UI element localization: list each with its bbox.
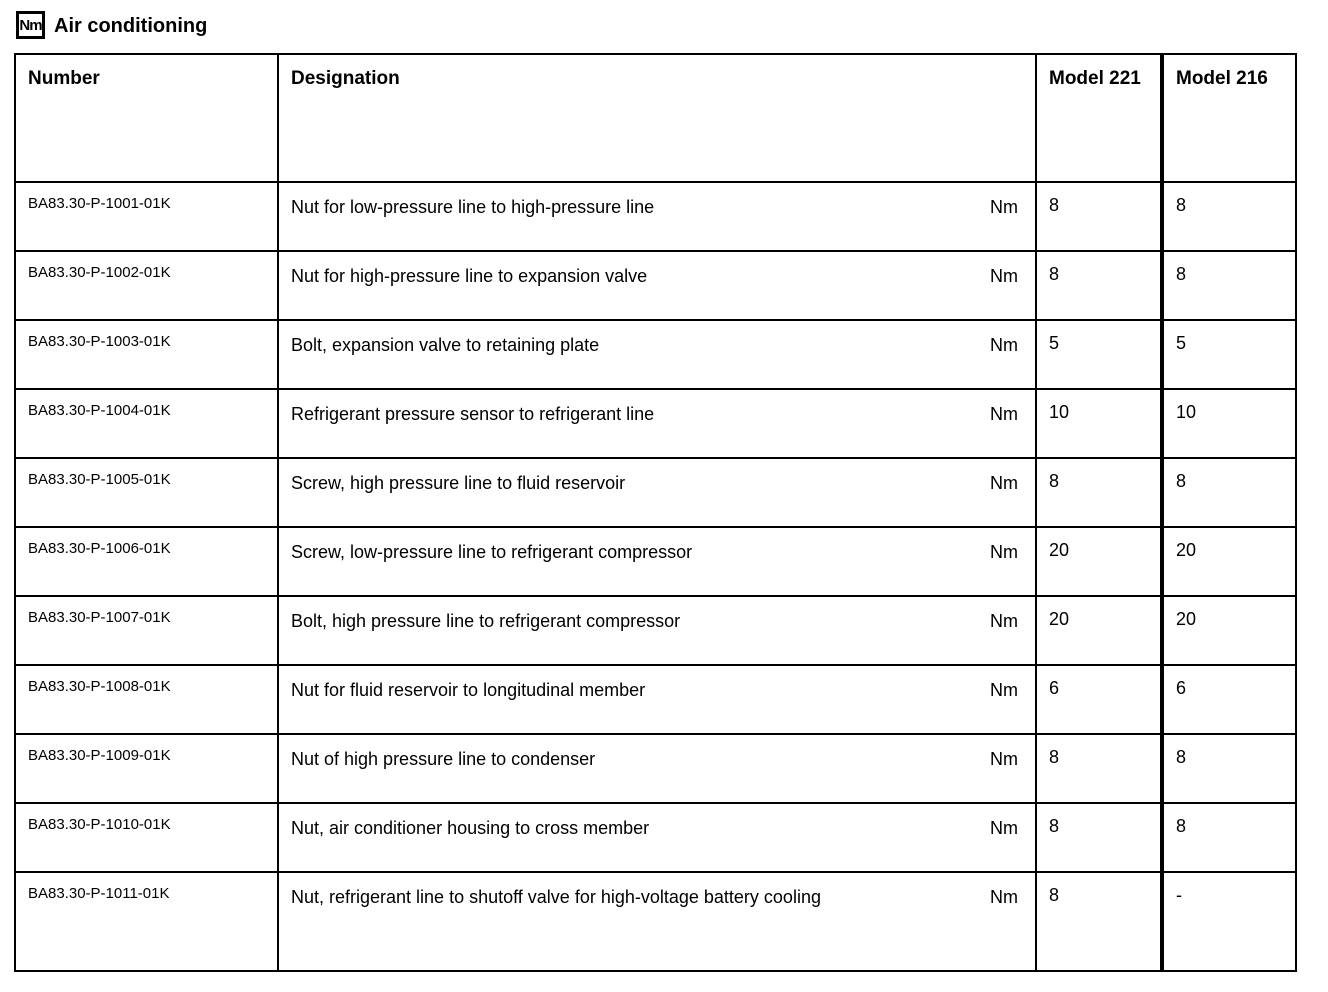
designation-cell: Screw, low-pressure line to refrigerant …	[277, 526, 1037, 597]
table-row: BA83.30-P-1011-01K Nut, refrigerant line…	[14, 871, 1297, 972]
column-header-model-216: Model 216	[1160, 53, 1297, 183]
unit-label: Nm	[990, 335, 1018, 355]
table-row: BA83.30-P-1009-01K Nut of high pressure …	[14, 733, 1297, 804]
designation-cell: Screw, high pressure line to fluid reser…	[277, 457, 1037, 528]
designation-cell: Nut for fluid reservoir to longitudinal …	[277, 664, 1037, 735]
designation-cell: Nut, refrigerant line to shutoff valve f…	[277, 871, 1037, 972]
designation-text: Nut, air conditioner housing to cross me…	[291, 818, 650, 838]
model-221-value-cell: 20	[1035, 595, 1163, 666]
model-216-value-cell: 8	[1160, 733, 1297, 804]
table-row: BA83.30-P-1005-01K Screw, high pressure …	[14, 457, 1297, 528]
model-221-value-cell: 8	[1035, 733, 1163, 804]
table-body: BA83.30-P-1001-01K Nut for low-pressure …	[14, 181, 1297, 972]
part-number-cell: BA83.30-P-1006-01K	[14, 526, 279, 597]
designation-cell: Nut for low-pressure line to high-pressu…	[277, 181, 1037, 252]
model-221-value-cell: 8	[1035, 250, 1163, 321]
model-221-value-cell: 8	[1035, 802, 1163, 873]
designation-cell: Nut of high pressure line to condenser N…	[277, 733, 1037, 804]
table-row: BA83.30-P-1006-01K Screw, low-pressure l…	[14, 526, 1297, 597]
part-number-cell: BA83.30-P-1009-01K	[14, 733, 279, 804]
designation-cell: Bolt, high pressure line to refrigerant …	[277, 595, 1037, 666]
model-216-value-cell: -	[1160, 871, 1297, 972]
unit-label: Nm	[990, 611, 1018, 631]
model-216-value-cell: 6	[1160, 664, 1297, 735]
model-221-value-cell: 8	[1035, 457, 1163, 528]
nm-torque-icon: Nm	[16, 11, 45, 39]
table-row: BA83.30-P-1007-01K Bolt, high pressure l…	[14, 595, 1297, 666]
designation-cell: Refrigerant pressure sensor to refrigera…	[277, 388, 1037, 459]
table-row: BA83.30-P-1004-01K Refrigerant pressure …	[14, 388, 1297, 459]
model-216-value-cell: 20	[1160, 526, 1297, 597]
torque-spec-table: Number Designation Model 221 Model 216 B…	[14, 53, 1297, 972]
table-row: BA83.30-P-1010-01K Nut, air conditioner …	[14, 802, 1297, 873]
designation-text: Refrigerant pressure sensor to refrigera…	[291, 404, 655, 424]
model-221-value-cell: 8	[1035, 871, 1163, 972]
part-number-cell: BA83.30-P-1007-01K	[14, 595, 279, 666]
part-number-cell: BA83.30-P-1003-01K	[14, 319, 279, 390]
unit-label: Nm	[990, 197, 1018, 217]
part-number-cell: BA83.30-P-1002-01K	[14, 250, 279, 321]
designation-text: Nut, refrigerant line to shutoff valve f…	[291, 887, 821, 907]
table-row: BA83.30-P-1008-01K Nut for fluid reservo…	[14, 664, 1297, 735]
part-number-cell: BA83.30-P-1004-01K	[14, 388, 279, 459]
table-row: BA83.30-P-1002-01K Nut for high-pressure…	[14, 250, 1297, 321]
model-221-value-cell: 6	[1035, 664, 1163, 735]
designation-cell: Bolt, expansion valve to retaining plate…	[277, 319, 1037, 390]
designation-text: Bolt, high pressure line to refrigerant …	[291, 611, 681, 631]
designation-text: Nut for fluid reservoir to longitudinal …	[291, 680, 646, 700]
unit-label: Nm	[990, 542, 1018, 562]
unit-label: Nm	[990, 749, 1018, 769]
designation-cell: Nut, air conditioner housing to cross me…	[277, 802, 1037, 873]
model-216-value-cell: 8	[1160, 457, 1297, 528]
table-row: BA83.30-P-1003-01K Bolt, expansion valve…	[14, 319, 1297, 390]
model-221-value-cell: 10	[1035, 388, 1163, 459]
column-header-model-221: Model 221	[1035, 53, 1163, 183]
model-221-value-cell: 5	[1035, 319, 1163, 390]
model-216-value-cell: 8	[1160, 802, 1297, 873]
model-221-value-cell: 8	[1035, 181, 1163, 252]
section-header: Nm Air conditioning	[0, 0, 1328, 40]
unit-label: Nm	[990, 266, 1018, 286]
model-221-value-cell: 20	[1035, 526, 1163, 597]
model-216-value-cell: 10	[1160, 388, 1297, 459]
model-216-value-cell: 20	[1160, 595, 1297, 666]
part-number-cell: BA83.30-P-1008-01K	[14, 664, 279, 735]
model-216-value-cell: 8	[1160, 181, 1297, 252]
designation-text: Nut for low-pressure line to high-pressu…	[291, 197, 655, 217]
unit-label: Nm	[990, 887, 1018, 907]
part-number-cell: BA83.30-P-1011-01K	[14, 871, 279, 972]
unit-label: Nm	[990, 818, 1018, 838]
designation-text: Bolt, expansion valve to retaining plate	[291, 335, 600, 355]
part-number-cell: BA83.30-P-1005-01K	[14, 457, 279, 528]
model-216-value-cell: 5	[1160, 319, 1297, 390]
column-header-designation: Designation	[277, 53, 1037, 183]
table-header-row: Number Designation Model 221 Model 216	[14, 53, 1297, 183]
model-216-value-cell: 8	[1160, 250, 1297, 321]
unit-label: Nm	[990, 404, 1018, 424]
unit-label: Nm	[990, 473, 1018, 493]
part-number-cell: BA83.30-P-1001-01K	[14, 181, 279, 252]
part-number-cell: BA83.30-P-1010-01K	[14, 802, 279, 873]
designation-text: Screw, high pressure line to fluid reser…	[291, 473, 626, 493]
page-title: Air conditioning	[54, 15, 208, 37]
designation-text: Screw, low-pressure line to refrigerant …	[291, 542, 693, 562]
designation-text: Nut of high pressure line to condenser	[291, 749, 596, 769]
column-header-number: Number	[14, 53, 279, 183]
table-row: BA83.30-P-1001-01K Nut for low-pressure …	[14, 181, 1297, 252]
designation-cell: Nut for high-pressure line to expansion …	[277, 250, 1037, 321]
designation-text: Nut for high-pressure line to expansion …	[291, 266, 648, 286]
unit-label: Nm	[990, 680, 1018, 700]
